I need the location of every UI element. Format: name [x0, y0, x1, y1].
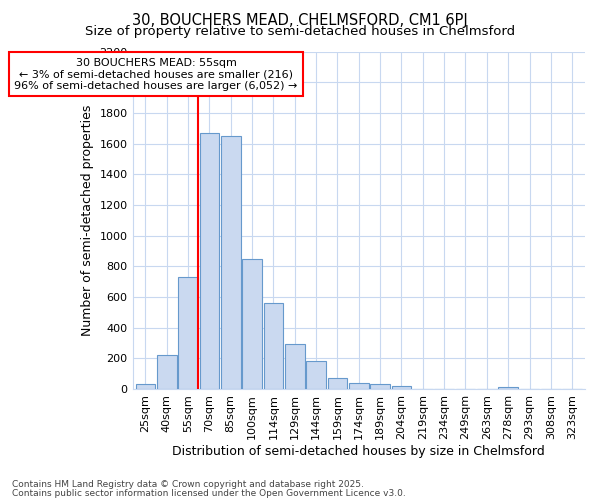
Text: Contains HM Land Registry data © Crown copyright and database right 2025.: Contains HM Land Registry data © Crown c…	[12, 480, 364, 489]
Text: Contains public sector information licensed under the Open Government Licence v3: Contains public sector information licen…	[12, 488, 406, 498]
Bar	[306, 360, 326, 389]
Bar	[200, 133, 219, 389]
Text: Size of property relative to semi-detached houses in Chelmsford: Size of property relative to semi-detach…	[85, 25, 515, 38]
Bar	[221, 136, 241, 389]
Bar	[242, 260, 262, 389]
Bar	[285, 344, 305, 389]
Y-axis label: Number of semi-detached properties: Number of semi-detached properties	[81, 104, 94, 336]
Bar	[349, 383, 368, 389]
Bar	[392, 386, 411, 389]
Bar	[178, 277, 198, 389]
Text: 30 BOUCHERS MEAD: 55sqm
← 3% of semi-detached houses are smaller (216)
96% of se: 30 BOUCHERS MEAD: 55sqm ← 3% of semi-det…	[14, 58, 298, 91]
Bar	[328, 378, 347, 389]
X-axis label: Distribution of semi-detached houses by size in Chelmsford: Distribution of semi-detached houses by …	[172, 444, 545, 458]
Bar	[263, 303, 283, 389]
Bar	[157, 355, 176, 389]
Text: 30, BOUCHERS MEAD, CHELMSFORD, CM1 6PJ: 30, BOUCHERS MEAD, CHELMSFORD, CM1 6PJ	[132, 12, 468, 28]
Bar	[370, 384, 390, 389]
Bar	[136, 384, 155, 389]
Bar	[499, 386, 518, 389]
